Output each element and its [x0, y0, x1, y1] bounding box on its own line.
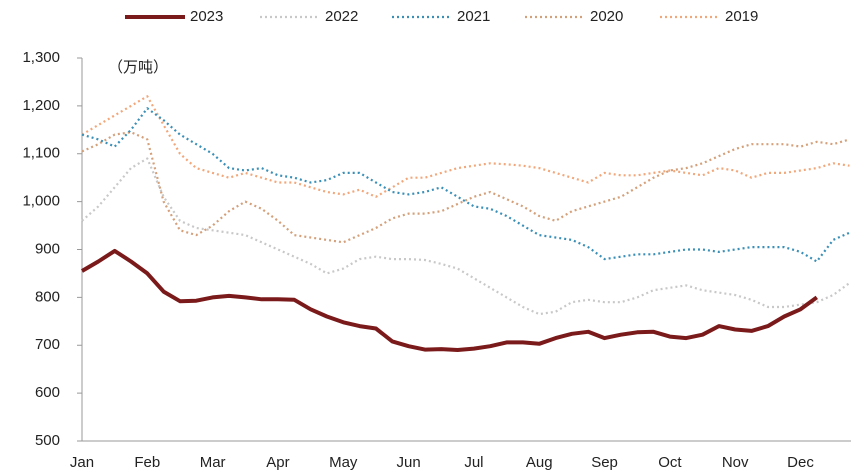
x-tick-label: Jun — [397, 454, 421, 471]
series-line — [81, 131, 850, 244]
unit-annotation: （万吨） — [108, 59, 168, 76]
y-tick-label: 1,200 — [22, 97, 60, 114]
y-tick-label: 1,000 — [22, 193, 60, 210]
x-tick-label: Feb — [134, 454, 160, 471]
y-tick-label: 1,300 — [22, 49, 60, 66]
x-tick-label: Mar — [200, 454, 226, 471]
legend-label: 2020 — [590, 8, 623, 25]
x-tick-label: May — [329, 454, 358, 471]
legend-label: 2023 — [190, 8, 223, 25]
x-tick-label: Jul — [464, 454, 483, 471]
x-tick-label: Dec — [787, 454, 814, 471]
y-tick-label: 700 — [35, 336, 60, 353]
x-tick-label: Nov — [722, 454, 749, 471]
y-tick-label: 600 — [35, 384, 60, 401]
series-line — [81, 157, 851, 316]
x-tick-label: Oct — [658, 454, 682, 471]
x-tick-label: Apr — [266, 454, 289, 471]
series-line — [81, 107, 850, 263]
series-line — [81, 95, 850, 198]
y-tick-label: 500 — [35, 432, 60, 449]
legend-label: 2022 — [325, 8, 358, 25]
y-tick-label: 900 — [35, 240, 60, 257]
x-tick-label: Aug — [526, 454, 553, 471]
y-tick-label: 800 — [35, 288, 60, 305]
y-tick-label: 1,100 — [22, 145, 60, 162]
x-tick-label: Sep — [591, 454, 618, 471]
series-line — [80, 248, 818, 352]
legend-label: 2019 — [725, 8, 758, 25]
legend-label: 2021 — [457, 8, 490, 25]
x-tick-label: Jan — [70, 454, 94, 471]
